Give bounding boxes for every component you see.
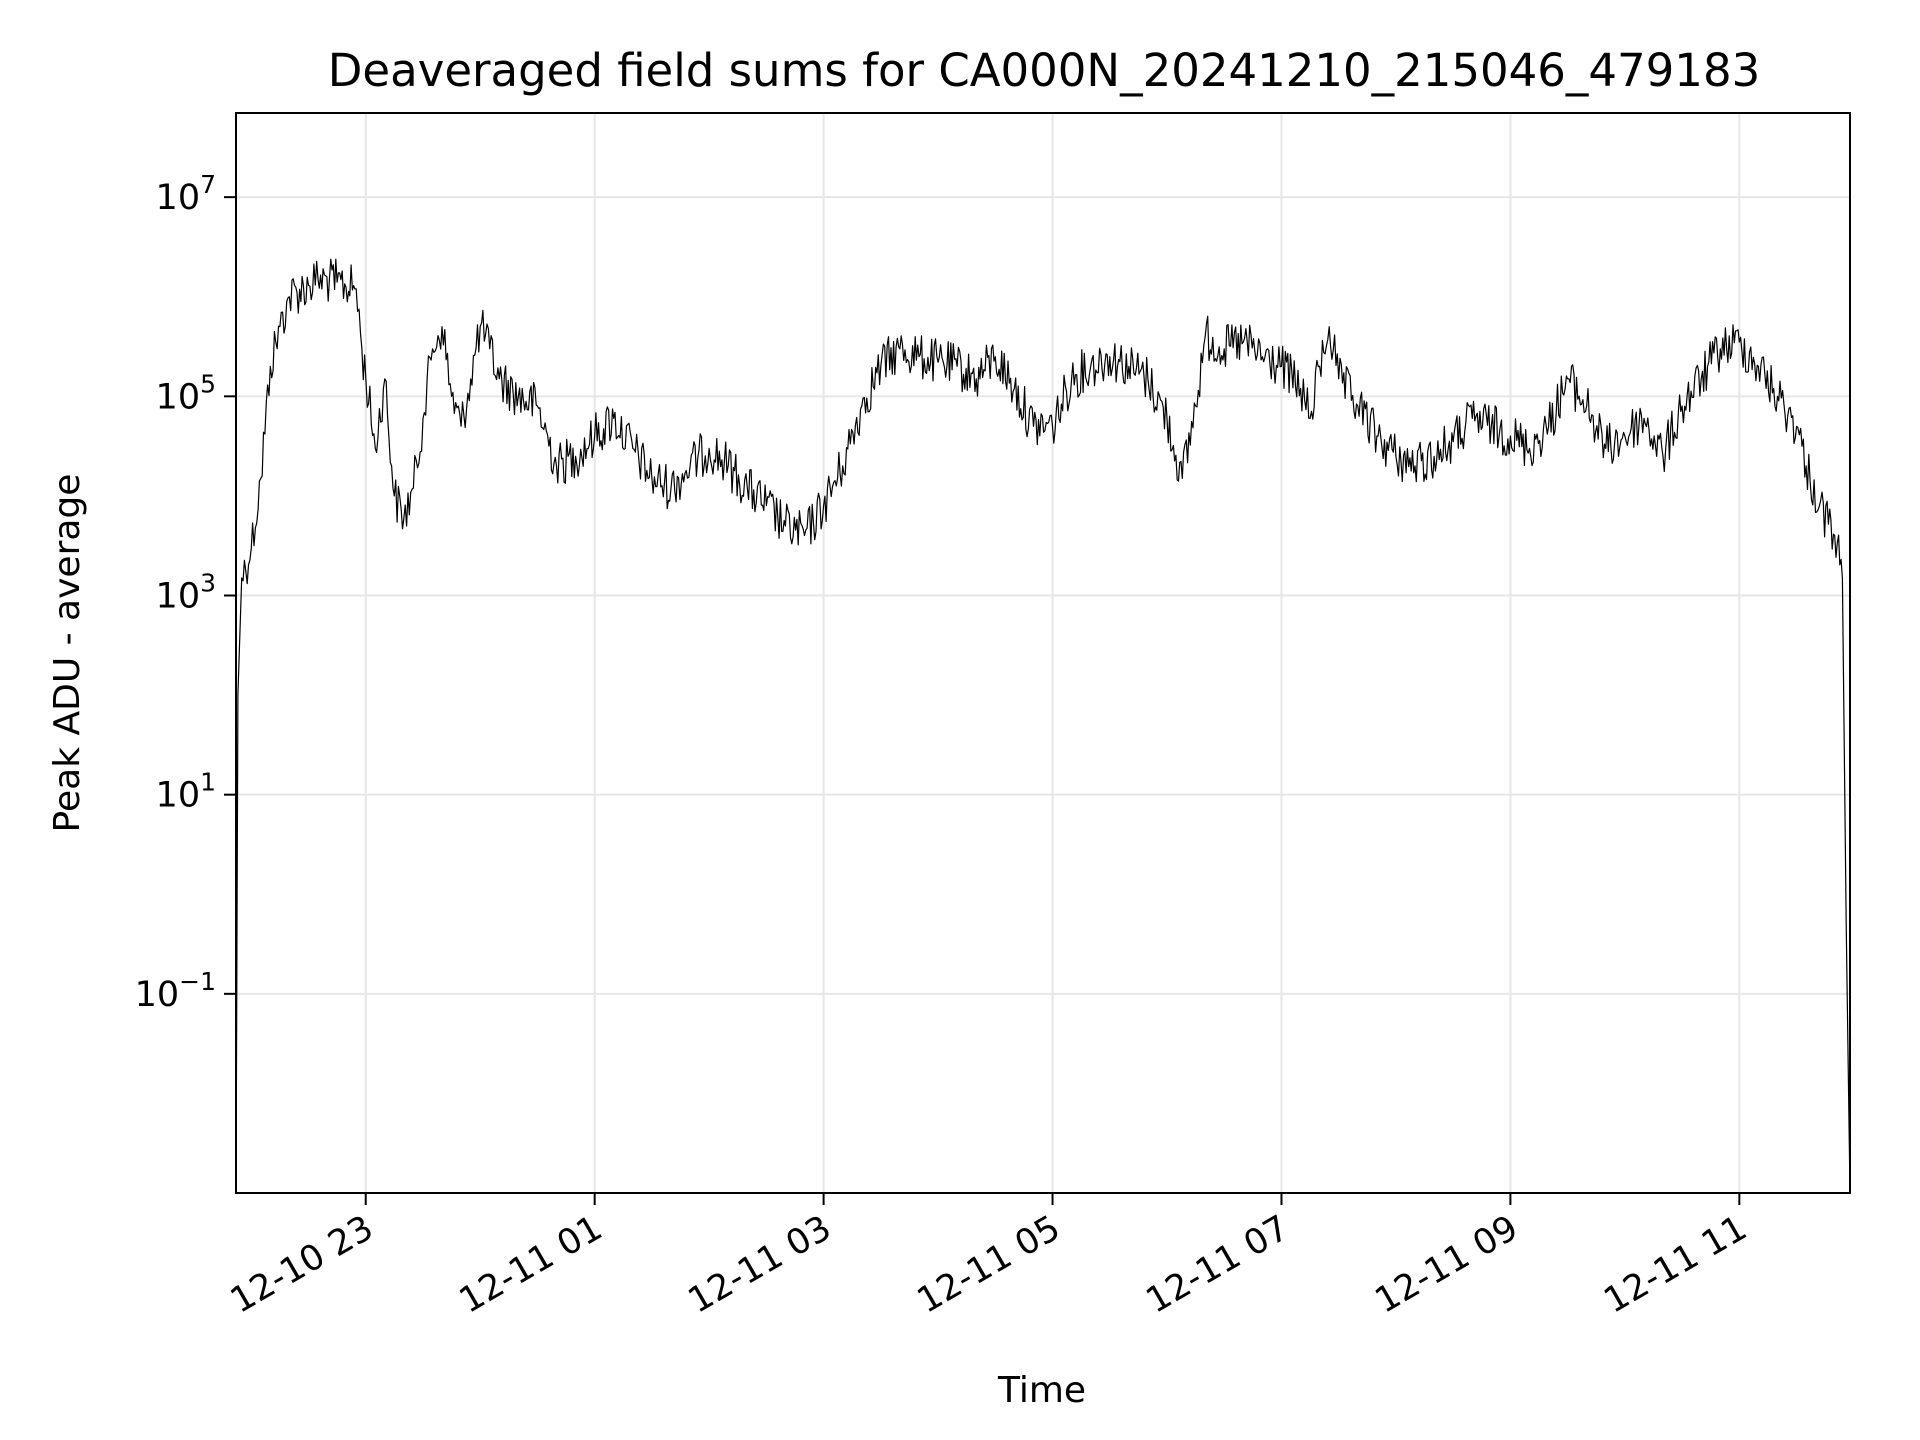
y-axis-label: Peak ADU - average bbox=[47, 474, 88, 833]
y-tick-label: 105 bbox=[156, 369, 216, 417]
y-tick-label: 103 bbox=[156, 568, 216, 616]
x-axis-label: Time bbox=[997, 1370, 1086, 1411]
y-tick-label: 107 bbox=[156, 170, 216, 218]
series-line bbox=[235, 258, 1851, 1194]
chart-title: Deaveraged field sums for CA000N_2024121… bbox=[328, 44, 1760, 97]
y-axis: 107 105 103 101 10−1 bbox=[135, 170, 236, 1015]
series-path bbox=[235, 258, 1851, 1194]
y-tick-label: 101 bbox=[156, 768, 216, 816]
plot-frame bbox=[235, 112, 1851, 1194]
y-tick-label: 10−1 bbox=[135, 967, 216, 1015]
gridlines bbox=[236, 113, 1850, 1193]
